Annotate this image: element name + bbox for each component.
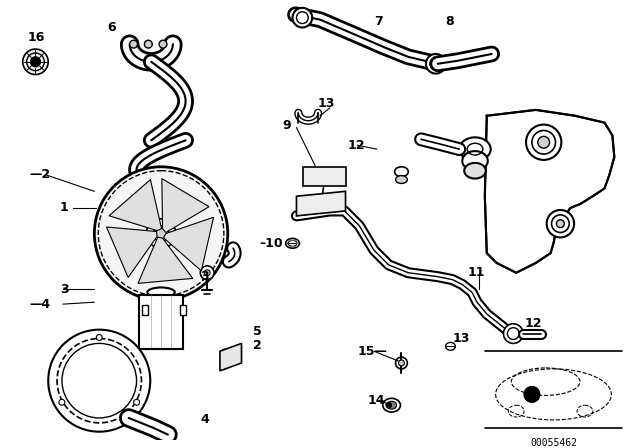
Circle shape: [319, 171, 331, 182]
Text: 7: 7: [374, 15, 383, 28]
Polygon shape: [162, 179, 209, 233]
Ellipse shape: [383, 398, 401, 412]
Circle shape: [94, 167, 228, 300]
Ellipse shape: [460, 138, 491, 161]
Circle shape: [59, 399, 65, 405]
Text: 11: 11: [467, 266, 484, 279]
Circle shape: [396, 357, 407, 369]
Circle shape: [147, 219, 176, 248]
Circle shape: [136, 196, 166, 226]
Circle shape: [31, 57, 40, 67]
Circle shape: [292, 8, 312, 27]
Ellipse shape: [387, 401, 397, 409]
Text: 12: 12: [524, 317, 541, 330]
Circle shape: [524, 387, 540, 402]
Circle shape: [335, 172, 342, 181]
Text: 16: 16: [28, 31, 45, 44]
Polygon shape: [485, 110, 614, 273]
Circle shape: [153, 226, 169, 241]
Circle shape: [302, 202, 310, 210]
Circle shape: [48, 330, 150, 432]
Circle shape: [130, 40, 138, 48]
Ellipse shape: [396, 176, 407, 184]
Text: –10: –10: [259, 237, 283, 250]
Ellipse shape: [285, 238, 300, 248]
Circle shape: [23, 49, 48, 74]
Circle shape: [145, 40, 152, 48]
Circle shape: [200, 266, 214, 280]
Circle shape: [330, 196, 338, 204]
Circle shape: [504, 324, 523, 343]
Circle shape: [547, 210, 574, 237]
Text: 8: 8: [445, 15, 454, 28]
Circle shape: [134, 399, 140, 405]
Text: 6: 6: [107, 21, 116, 34]
Circle shape: [307, 172, 315, 181]
Polygon shape: [296, 191, 346, 216]
Polygon shape: [138, 237, 193, 284]
Polygon shape: [109, 180, 161, 231]
Bar: [140, 295, 182, 349]
Ellipse shape: [464, 163, 486, 179]
Ellipse shape: [395, 167, 408, 177]
Circle shape: [221, 349, 228, 357]
Polygon shape: [220, 343, 241, 371]
Circle shape: [204, 270, 210, 276]
Ellipse shape: [462, 151, 488, 171]
Circle shape: [221, 361, 228, 369]
Text: 5: 5: [253, 325, 262, 338]
Text: 2: 2: [253, 339, 262, 352]
Circle shape: [426, 54, 445, 73]
Ellipse shape: [445, 342, 456, 350]
Text: 9: 9: [283, 119, 291, 132]
Text: 13: 13: [452, 332, 470, 345]
Ellipse shape: [147, 288, 175, 297]
Circle shape: [538, 136, 550, 148]
Text: 1: 1: [60, 202, 68, 215]
Text: 15—: 15—: [357, 345, 387, 358]
Polygon shape: [106, 227, 157, 277]
Bar: [143, 305, 148, 315]
Polygon shape: [163, 217, 214, 271]
Circle shape: [159, 40, 167, 48]
Text: 14: 14: [367, 394, 385, 407]
Circle shape: [386, 402, 392, 408]
Circle shape: [315, 200, 327, 212]
Text: 4: 4: [200, 414, 209, 426]
Text: 3: 3: [60, 283, 68, 296]
Text: 00055462: 00055462: [530, 438, 577, 448]
Bar: [180, 305, 186, 315]
Text: 12: 12: [348, 139, 365, 152]
Text: —2: —2: [29, 168, 51, 181]
Circle shape: [399, 360, 404, 366]
Polygon shape: [303, 167, 346, 186]
Circle shape: [526, 125, 561, 160]
Text: —4: —4: [29, 297, 51, 310]
Text: 3: 3: [200, 270, 209, 283]
Text: 13: 13: [318, 96, 335, 109]
Circle shape: [556, 220, 564, 228]
Circle shape: [96, 335, 102, 340]
